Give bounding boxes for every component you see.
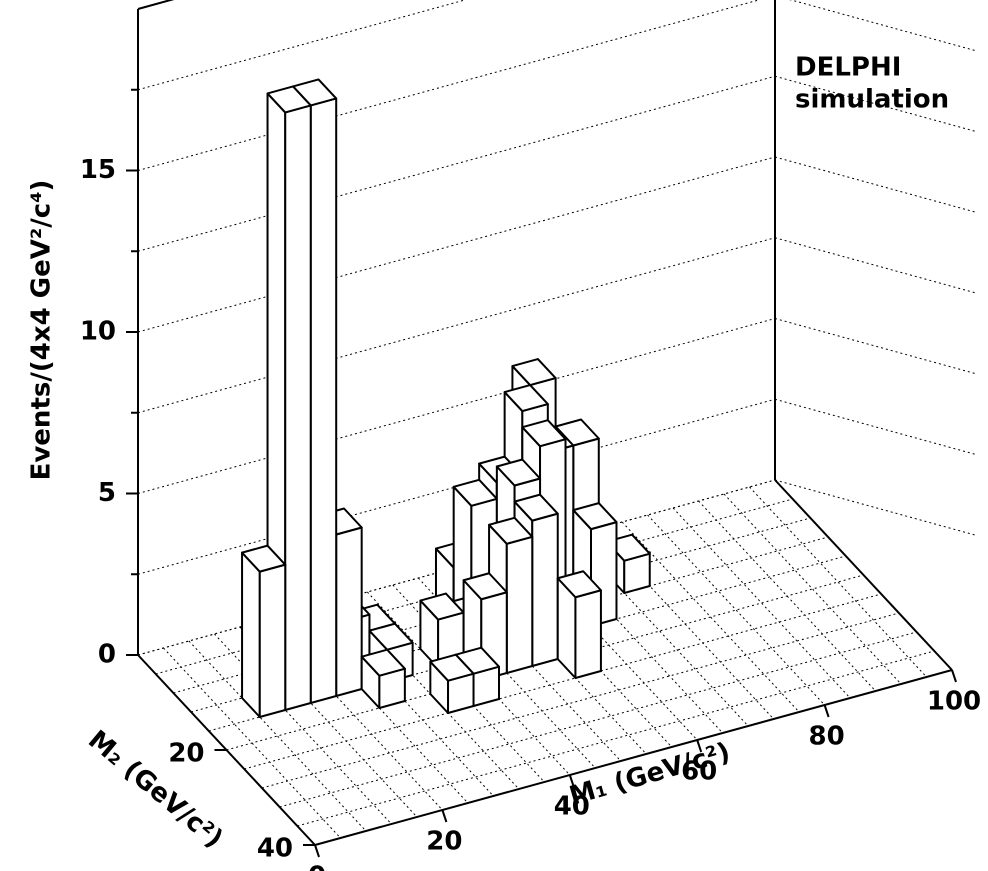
floor-grid [366,591,545,783]
x-tick-label: 40 [554,792,590,822]
tick-mark [568,774,575,788]
bar-top-face [511,358,557,387]
bar-front-face [505,535,534,674]
floor-grid [672,507,851,699]
tick-mark [696,739,703,753]
floor-grid [341,598,520,790]
bar-top-face [572,502,618,531]
floor-grid [239,626,418,818]
bar-top-face [503,384,549,413]
floor-grid [570,535,749,727]
floor-grid [163,647,341,839]
floor-grid [392,584,571,776]
floor-grid [596,528,775,720]
bar-left-face [241,551,261,718]
floor-grid [723,493,902,685]
floor-edge [774,479,953,671]
bar-front-face [309,97,338,704]
minor-grid-line [774,398,976,455]
floor-grid [188,640,367,832]
floor-grid [647,514,825,706]
annotation: simulation [795,85,949,115]
tick-mark [441,809,448,823]
x-tick-label: 100 [927,687,981,717]
floor-grid [214,633,392,825]
bar [360,648,406,709]
grid-line [774,318,976,374]
bar [488,516,534,674]
bar-top-face [488,516,534,545]
z-axis-label: Events/(4x4 GeV²/c⁴) [27,180,57,481]
x-tick-label: 80 [809,722,845,752]
floor-grid [443,570,622,762]
z-tick-label: 15 [80,155,116,185]
bar [556,570,602,679]
bar-top-face [429,653,475,682]
grid-line [774,156,976,213]
tick-mark [823,704,830,718]
annotation: DELPHI [795,53,901,83]
floor-grid [494,556,673,748]
z-tick-label: 10 [80,317,116,347]
x-tick-label: 20 [426,827,462,857]
y-tick-label: 20 [168,739,204,769]
floor-grid [519,549,698,741]
bar-top-face [495,458,542,487]
bar-front-face [258,563,287,718]
tick-mark [314,844,320,858]
floor-grid [315,605,494,797]
floor-grid [290,612,469,804]
z-tick-label: 0 [98,640,116,670]
bar-top-face [241,544,287,573]
floor-grid [545,542,724,734]
bar-top-face [462,572,508,601]
floor-grid [265,619,443,811]
bar [241,544,287,718]
minor-grid-line [137,237,776,414]
bar-top-face [513,493,559,522]
bar-front-face [531,512,559,667]
x-tick-label: 60 [681,757,717,787]
floor-grid [261,612,900,789]
floor-grid [244,593,882,770]
bar-top-face [556,570,602,599]
bar-top-face [368,622,414,651]
grid-line [789,0,976,51]
bar-top-face [360,648,406,677]
x-tick-label: 0 [308,862,326,871]
floor-grid [698,500,876,692]
floor-grid [297,650,935,827]
minor-grid-line [137,75,776,252]
bar [429,653,475,714]
grid-line [137,0,761,171]
bar-front-face [335,526,363,697]
grid-line [137,318,776,494]
floor-grid [468,563,647,755]
grid-line [137,156,776,333]
floor-grid [749,486,927,678]
floor-grid [621,521,800,713]
y-tick-label: 40 [257,834,293,864]
wall-top [137,0,175,10]
bar-top-face [266,85,312,114]
bar-top-face [521,419,567,448]
x-axis [314,669,953,846]
bar-front-face [284,104,312,711]
floor-grid [279,631,917,808]
minor-grid-line [137,0,467,91]
bar-front-face [574,589,602,679]
floor-grid [417,577,596,769]
minor-grid-line [774,237,976,294]
tick-mark [951,669,957,683]
z-tick-label: 5 [98,478,116,508]
y-axis-label: M₂ (GeV/c²) [82,725,228,854]
grid-line [774,479,976,536]
